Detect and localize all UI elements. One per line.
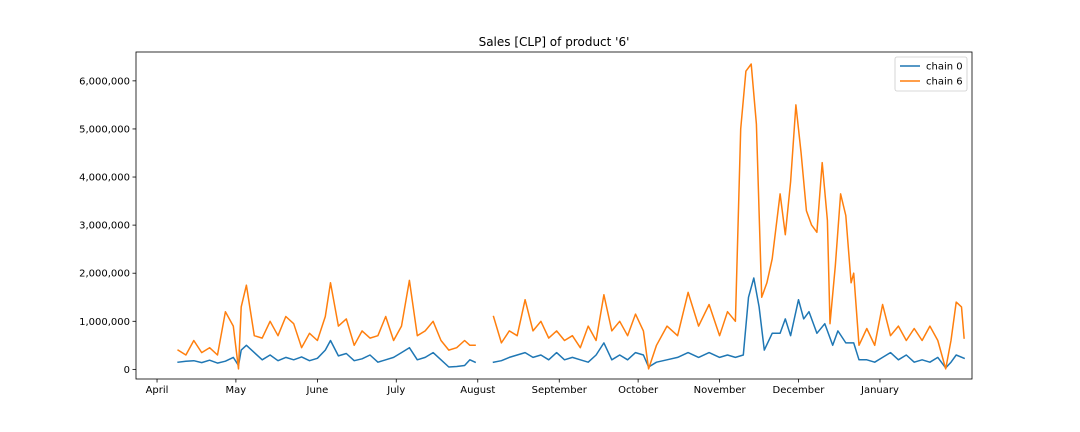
series-line-1	[177, 63, 965, 370]
x-axis: April May June July August September October No…	[146, 379, 899, 396]
plot-frame	[135, 51, 973, 380]
x-tick-label: August	[460, 385, 495, 396]
x-tick-label: June	[306, 385, 329, 396]
x-tick-label: December	[773, 385, 826, 396]
x-tick-label: May	[226, 385, 247, 396]
y-tick-label: 0	[124, 365, 130, 376]
series-line-0	[177, 277, 966, 369]
y-tick-label: 1,000,000	[79, 317, 130, 328]
y-tick-label: 3,000,000	[79, 221, 130, 232]
legend: chain 0 chain 6	[894, 56, 968, 92]
y-tick-label: 6,000,000	[79, 76, 130, 87]
y-tick-label: 5,000,000	[79, 124, 130, 135]
chart-title: Sales [CLP] of product '6'	[479, 35, 630, 49]
x-tick-label: January	[860, 385, 899, 396]
legend-label-1: chain 6	[926, 77, 963, 88]
x-tick-label: April	[146, 385, 169, 396]
x-tick-label: September	[532, 385, 588, 396]
y-tick-label: 4,000,000	[79, 173, 130, 184]
x-tick-label: November	[694, 385, 747, 396]
y-axis: 0 1,000,000 2,000,000 3,000,000 4,000,000 5,0…	[79, 76, 136, 376]
x-tick-label: July	[386, 385, 405, 396]
series-layer	[177, 63, 966, 370]
x-tick-label: October	[618, 385, 659, 396]
legend-label-0: chain 0	[926, 62, 963, 73]
y-tick-label: 2,000,000	[79, 269, 130, 280]
